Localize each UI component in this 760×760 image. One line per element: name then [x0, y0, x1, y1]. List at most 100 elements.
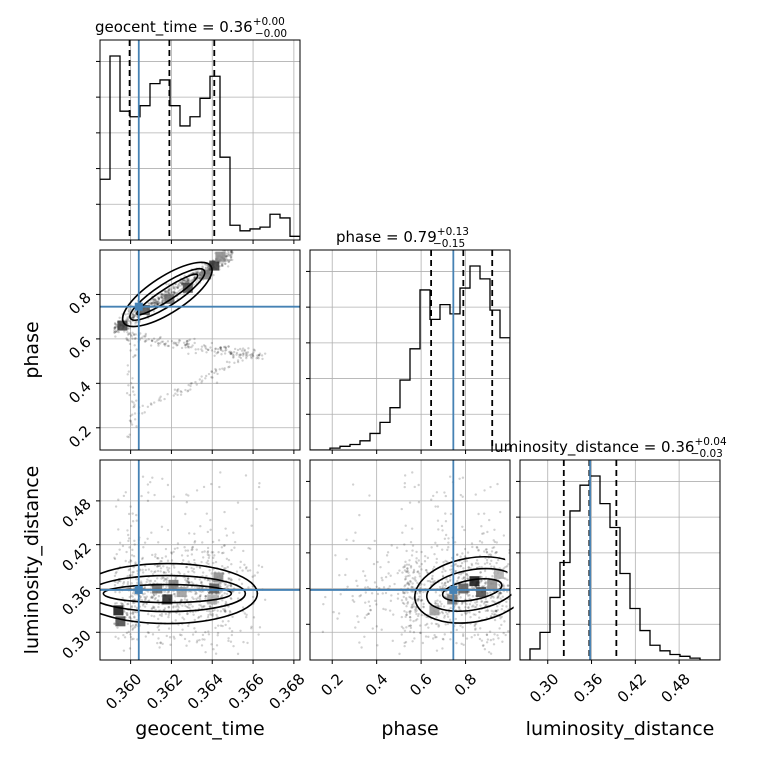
- sample-point: [465, 573, 469, 576]
- sample-point: [195, 597, 198, 601]
- sample-point: [206, 530, 210, 534]
- sample-point: [157, 595, 161, 598]
- sample-point: [412, 631, 416, 634]
- sample-point: [471, 595, 475, 598]
- sample-point: [167, 289, 171, 292]
- sample-point: [220, 353, 223, 356]
- sample-point: [236, 359, 240, 362]
- sample-point: [126, 316, 129, 319]
- sample-point: [146, 499, 150, 503]
- sample-point: [197, 615, 201, 619]
- sample-point: [354, 626, 357, 629]
- sample-point: [251, 352, 254, 356]
- sample-point: [129, 322, 133, 325]
- histogram-luminosity_distance: [520, 475, 720, 660]
- sample-point: [121, 603, 124, 606]
- sample-point: [236, 501, 240, 504]
- sample-point: [411, 576, 414, 580]
- sample-point: [424, 568, 428, 572]
- sample-point: [362, 570, 365, 573]
- sample-point: [398, 652, 401, 656]
- sample-point: [410, 527, 414, 530]
- sample-point: [210, 349, 214, 352]
- sample-point: [125, 612, 128, 615]
- sample-point: [206, 267, 210, 270]
- sample-point: [389, 574, 392, 577]
- sample-point: [257, 485, 261, 489]
- sample-point: [132, 333, 136, 336]
- sample-point: [187, 352, 190, 355]
- sample-point: [195, 281, 198, 284]
- sample-point: [457, 593, 461, 596]
- sample-point: [129, 333, 133, 337]
- sample-point: [165, 289, 169, 293]
- sample-point: [422, 606, 425, 609]
- sample-point: [156, 626, 159, 629]
- sample-point: [238, 355, 241, 359]
- sample-point: [235, 570, 239, 573]
- sample-point: [165, 581, 168, 584]
- sample-point: [484, 597, 487, 601]
- sample-point: [478, 637, 482, 641]
- sample-point: [498, 627, 501, 630]
- sample-point: [220, 264, 224, 268]
- sample-point: [126, 435, 129, 438]
- sample-point: [500, 591, 503, 595]
- sample-point: [418, 595, 421, 598]
- sample-point: [134, 354, 137, 357]
- sample-point: [211, 612, 215, 616]
- sample-point: [142, 335, 145, 338]
- sample-point: [423, 554, 427, 558]
- sample-point: [173, 592, 176, 596]
- sample-point: [223, 567, 226, 570]
- sample-point: [167, 344, 171, 348]
- sample-point: [344, 573, 347, 577]
- sample-point: [162, 571, 166, 574]
- sample-point: [229, 352, 233, 356]
- sample-point: [404, 640, 408, 644]
- sample-point: [500, 623, 503, 627]
- sample-point: [445, 578, 448, 581]
- sample-point: [154, 596, 157, 600]
- sample-point: [127, 512, 131, 516]
- sample-point: [401, 531, 404, 534]
- sample-point: [409, 579, 412, 583]
- sample-point: [230, 251, 233, 254]
- sample-point: [219, 346, 222, 349]
- sample-point: [403, 578, 407, 581]
- sample-point: [418, 575, 422, 578]
- sample-point: [184, 343, 188, 347]
- sample-point: [245, 566, 248, 569]
- sample-point: [218, 485, 221, 489]
- sample-point: [128, 574, 132, 577]
- sample-point: [382, 607, 385, 611]
- sample-point: [143, 564, 147, 568]
- sample-point: [185, 280, 188, 283]
- sample-point: [356, 584, 359, 588]
- sample-point: [197, 348, 200, 351]
- sample-point: [443, 633, 446, 636]
- sample-point: [507, 629, 510, 633]
- sample-point: [161, 299, 164, 303]
- sample-point: [133, 403, 136, 406]
- sample-point: [345, 557, 348, 561]
- sample-point: [188, 640, 191, 643]
- sample-point: [480, 639, 484, 642]
- sample-point: [405, 626, 408, 629]
- sample-point: [128, 574, 132, 578]
- sample-point: [198, 603, 201, 607]
- sample-point: [453, 604, 457, 607]
- sample-point: [358, 513, 361, 517]
- sample-point: [176, 286, 179, 289]
- sample-point: [135, 399, 138, 402]
- sample-point: [385, 554, 389, 557]
- sample-point: [219, 346, 222, 350]
- sample-point: [413, 637, 416, 640]
- sample-point: [216, 631, 220, 635]
- sample-point: [135, 610, 138, 614]
- sample-point: [122, 649, 126, 652]
- sample-point: [157, 637, 160, 640]
- sample-point: [211, 540, 215, 544]
- sample-point: [130, 582, 133, 585]
- sample-point: [204, 267, 207, 270]
